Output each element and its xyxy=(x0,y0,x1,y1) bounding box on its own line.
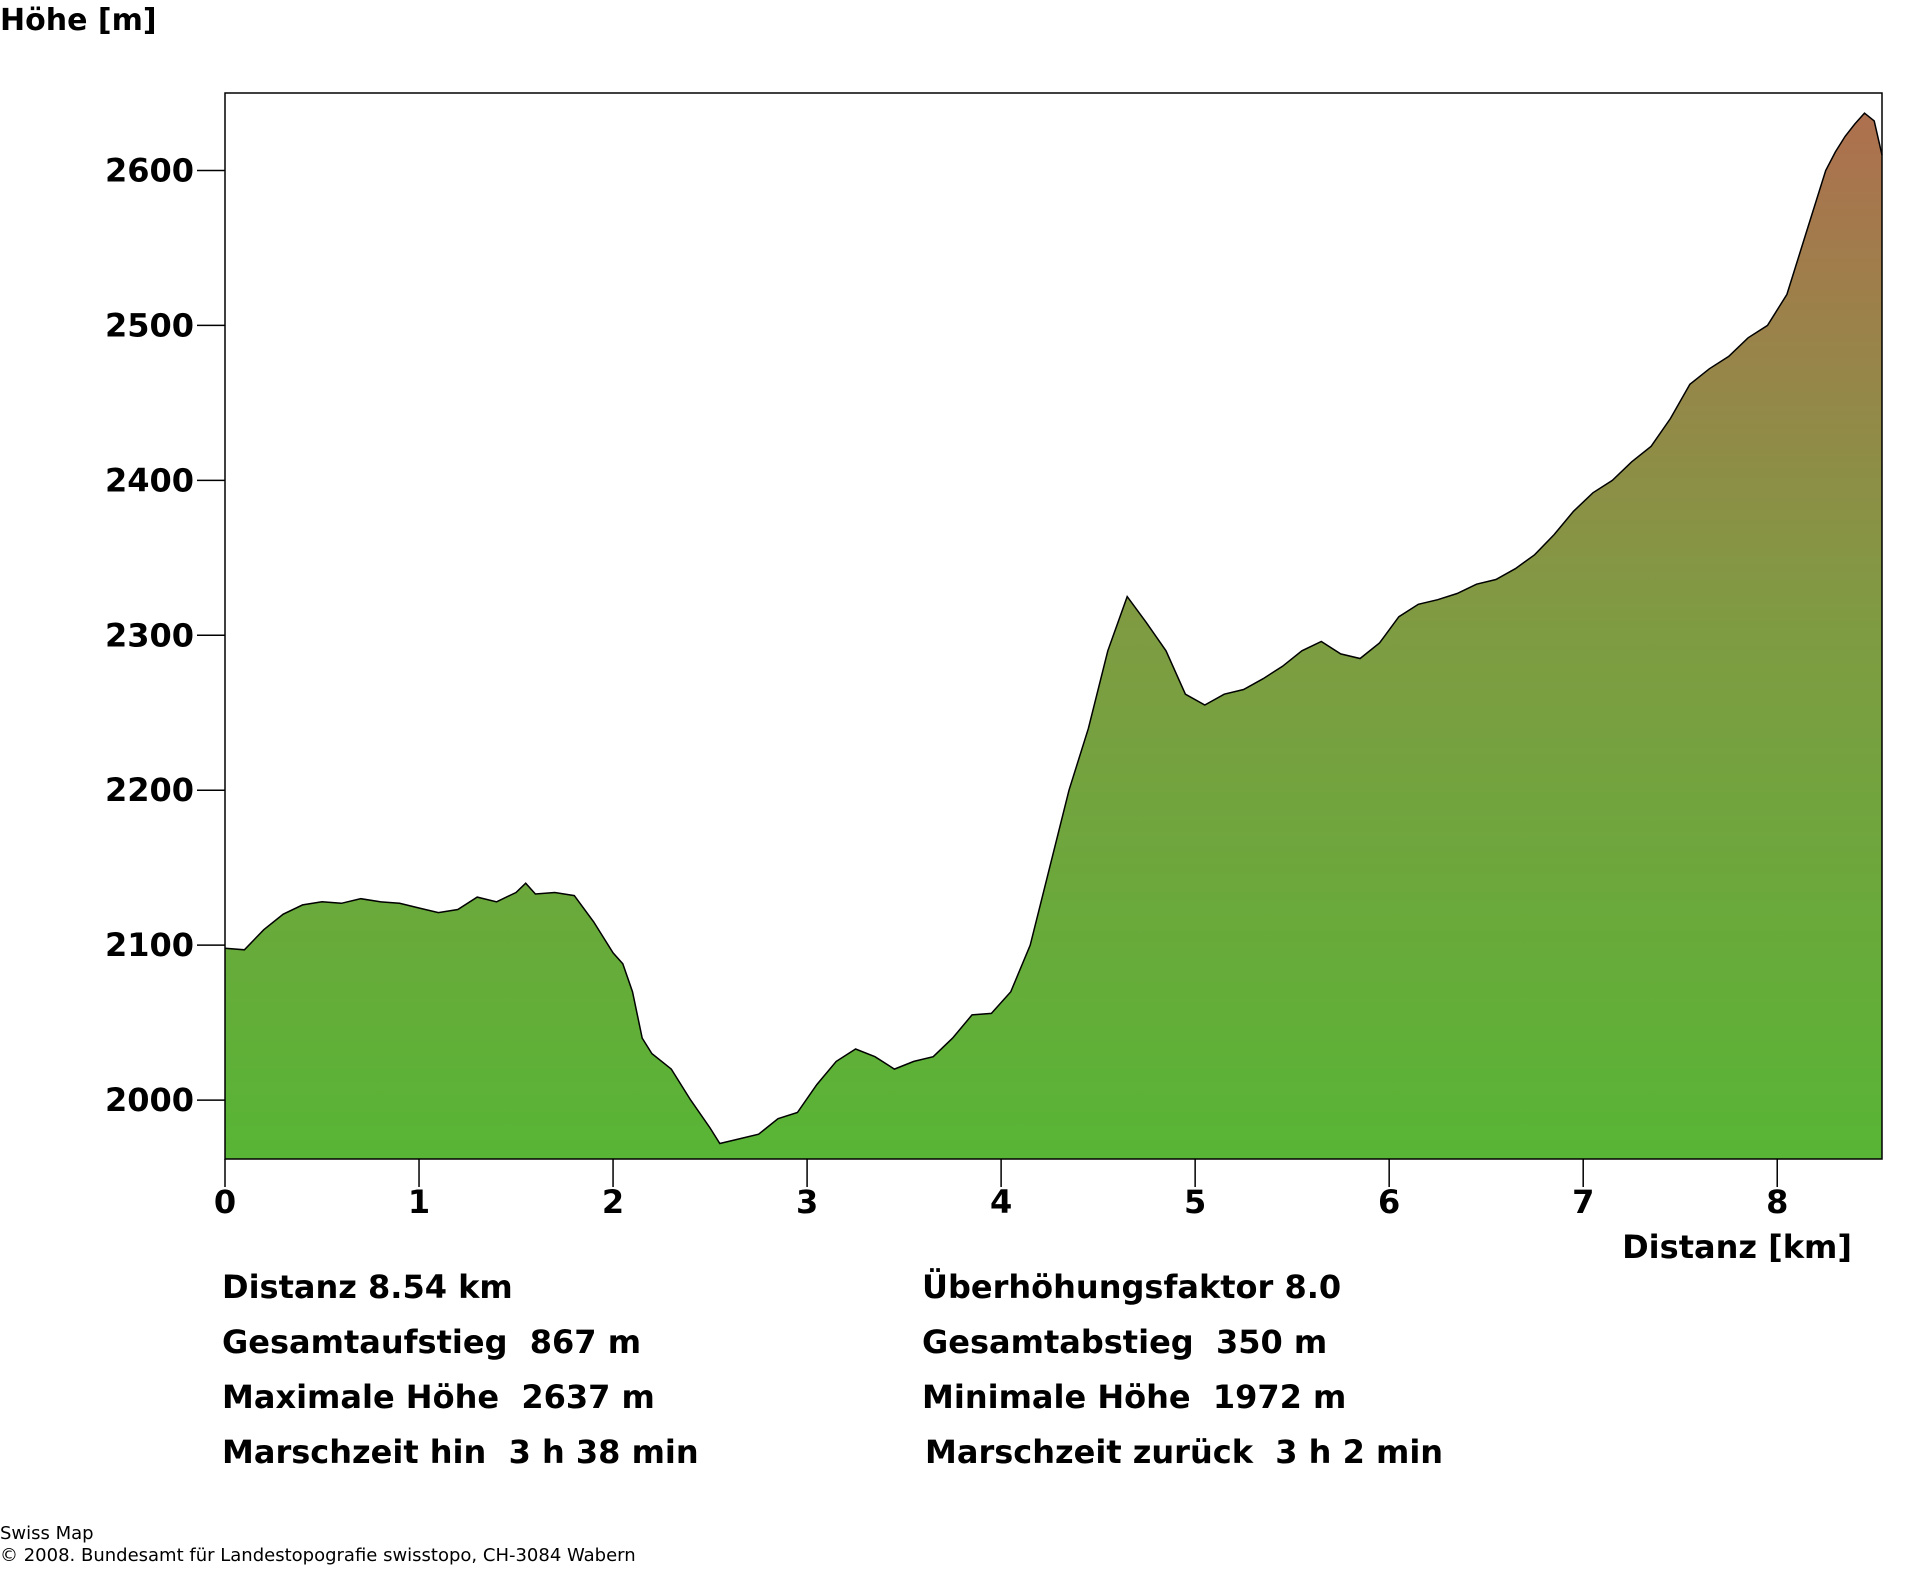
x-tick-label: 0 xyxy=(214,1183,236,1221)
y-tick-label: 2300 xyxy=(105,616,194,654)
stat-minimale-hoehe: Minimale Höhe 1972 m xyxy=(922,1378,1347,1416)
x-tick-label: 1 xyxy=(408,1183,430,1221)
x-axis-label: Distanz [km] xyxy=(1622,1228,1852,1266)
y-tick-label: 2100 xyxy=(105,926,194,964)
stat-maximale-hoehe: Maximale Höhe 2637 m xyxy=(222,1378,655,1416)
plot-frame xyxy=(224,92,1883,1160)
y-tick-label: 2600 xyxy=(105,151,194,189)
elevation-profile-line xyxy=(224,112,1883,1145)
x-axis: 0 1 2 3 4 5 6 7 8 xyxy=(214,1159,1788,1221)
x-tick-label: 6 xyxy=(1378,1183,1400,1221)
stat-gesamtaufstieg: Gesamtaufstieg 867 m xyxy=(222,1323,642,1361)
stat-distanz: Distanz 8.54 km xyxy=(222,1268,513,1306)
x-tick-label: 5 xyxy=(1184,1183,1206,1221)
y-axis-label: Höhe [m] xyxy=(0,3,157,38)
y-tick-label: 2000 xyxy=(105,1081,194,1119)
x-tick-label: 4 xyxy=(990,1183,1012,1221)
stat-ueberhoehungsfaktor: Überhöhungsfaktor 8.0 xyxy=(922,1268,1342,1306)
y-tick-label: 2400 xyxy=(105,461,194,499)
y-tick-label: 2500 xyxy=(105,306,194,344)
stat-marschzeit-zurueck: Marschzeit zurück 3 h 2 min xyxy=(925,1433,1444,1471)
x-tick-label: 3 xyxy=(796,1183,818,1221)
elevation-area xyxy=(225,113,1882,1160)
stat-marschzeit-hin: Marschzeit hin 3 h 38 min xyxy=(222,1433,699,1471)
y-tick-label: 2200 xyxy=(105,771,194,809)
footer-copyright: © 2008. Bundesamt für Landestopografie s… xyxy=(0,1545,636,1566)
x-tick-label: 2 xyxy=(602,1183,624,1221)
x-tick-label: 7 xyxy=(1572,1183,1594,1221)
y-axis: 2000 2100 2200 2300 2400 2500 2600 xyxy=(105,151,225,1119)
x-tick-label: 8 xyxy=(1766,1183,1788,1221)
footer-title: Swiss Map xyxy=(0,1523,94,1544)
stat-gesamtabstieg: Gesamtabstieg 350 m xyxy=(922,1323,1328,1361)
